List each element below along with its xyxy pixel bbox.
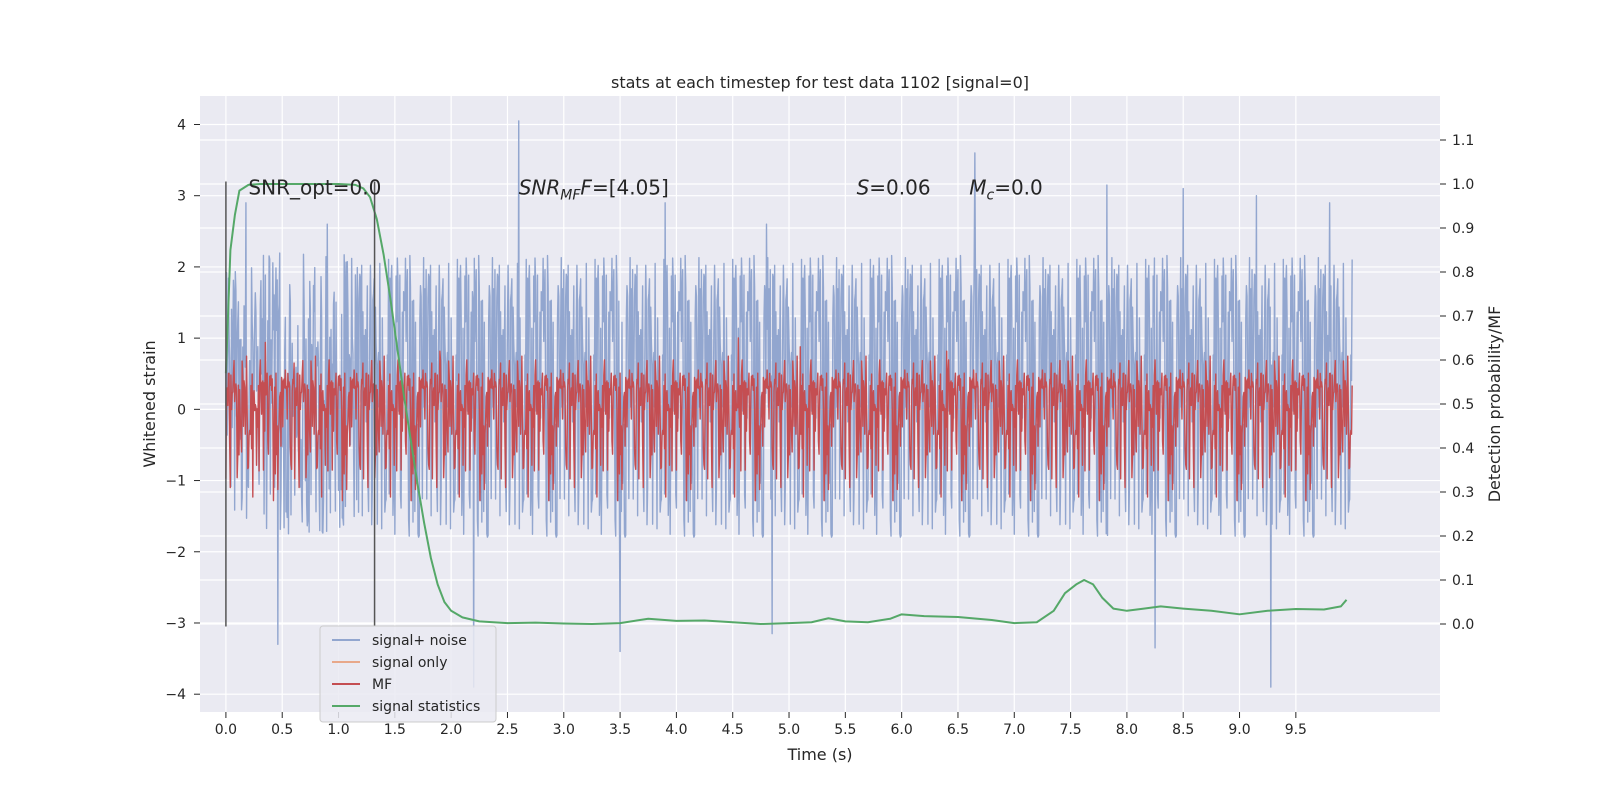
x-tick-label: 8.5: [1172, 722, 1194, 738]
x-axis-label: Time (s): [786, 745, 852, 764]
y-right-tick-label: 0.3: [1452, 485, 1474, 501]
x-tick-label: 2.5: [496, 722, 518, 738]
y-right-tick-label: 0.8: [1452, 265, 1474, 281]
annotation-part: S: [857, 176, 870, 200]
legend: signal+ noise signal only MF signal statist…: [319, 625, 497, 723]
y-right-tick-label: 0.2: [1452, 529, 1474, 545]
series-signal-statistics: [224, 183, 1348, 625]
y-right-tick-label: 0.4: [1452, 441, 1474, 457]
y-left-axis-ticks: 4 3 2 1 0 −1 −2 −3 −4: [165, 117, 200, 703]
annotation-part: F: [580, 176, 592, 200]
annotation-1: SNRMFF=[4.05]: [519, 176, 669, 204]
annotation-part: MF: [560, 188, 581, 204]
y-left-tick-label: 1: [177, 331, 186, 347]
x-tick-label: 1.5: [384, 722, 406, 738]
annotation-part: M: [969, 176, 986, 200]
chart-title: stats at each timestep for test data 110…: [611, 73, 1029, 92]
legend-label: MF: [372, 677, 392, 693]
series-line-mf: [225, 337, 1353, 502]
y-left-tick-label: −2: [165, 545, 186, 561]
annotation-part: SNR: [519, 176, 561, 200]
y-right-axis-label: Detection probability/MF: [1485, 306, 1504, 503]
y-right-tick-label: 0.1: [1452, 573, 1474, 589]
y-left-tick-label: −3: [165, 616, 186, 632]
x-tick-label: 9.0: [1228, 722, 1250, 738]
y-left-axis-label: Whitened strain: [140, 340, 159, 467]
y-left-tick-label: −1: [165, 474, 186, 490]
x-tick-label: 4.5: [722, 722, 744, 738]
series-line-signal-statistics: [224, 183, 1348, 625]
y-left-tick-label: 0: [177, 402, 186, 418]
x-axis-ticks: 0.0 0.5 1.0 1.5 2.0 2.5 3.0 3.5 4.0 4.5 5.0 5.5 6.0 6…: [215, 712, 1307, 738]
x-tick-label: 8.0: [1116, 722, 1138, 738]
legend-label: signal only: [372, 655, 447, 671]
legend-box: [319, 625, 497, 723]
annotation-part: =[4.05]: [592, 176, 669, 200]
x-tick-label: 7.0: [1003, 722, 1025, 738]
y-left-tick-label: 3: [177, 189, 186, 205]
series-mf: [225, 337, 1353, 502]
x-tick-label: 6.5: [947, 722, 969, 738]
x-tick-label: 3.0: [553, 722, 575, 738]
y-right-tick-label: 0.6: [1452, 353, 1474, 369]
y-right-tick-label: 0.0: [1452, 617, 1474, 633]
x-tick-label: 6.0: [891, 722, 913, 738]
x-tick-label: 5.5: [834, 722, 856, 738]
y-right-axis-ticks: 1.1 1.0 0.9 0.8 0.7 0.6 0.5 0.4 0.3 0.2 0.1 0.0: [1440, 133, 1474, 633]
x-tick-label: 4.0: [665, 722, 687, 738]
y-right-tick-label: 0.5: [1452, 397, 1474, 413]
x-tick-label: 3.5: [609, 722, 631, 738]
annotations: SNR_opt=0.0 SNRMFF=[4.05] S=0.06 Mc=0.0: [248, 176, 1042, 204]
x-tick-label: 5.0: [778, 722, 800, 738]
x-tick-label: 9.5: [1285, 722, 1307, 738]
y-left-tick-label: 4: [177, 117, 186, 133]
x-tick-label: 1.0: [327, 722, 349, 738]
y-left-tick-label: 2: [177, 260, 186, 276]
y-left-tick-label: −4: [165, 687, 186, 703]
x-tick-label: 7.5: [1059, 722, 1081, 738]
x-tick-label: 2.0: [440, 722, 462, 738]
annotation-part: =0.06: [869, 176, 930, 200]
annotation-part: =0.0: [994, 176, 1043, 200]
annotation-0: SNR_opt=0.0: [248, 176, 381, 200]
legend-label: signal statistics: [372, 699, 480, 715]
annotation-2: S=0.06: [857, 176, 931, 200]
annotation-part: c: [986, 188, 994, 204]
y-right-tick-label: 0.7: [1452, 309, 1474, 325]
x-tick-label: 0.0: [215, 722, 237, 738]
annotation-3: Mc=0.0: [969, 176, 1043, 204]
series-line-signal-noise: [225, 120, 1353, 688]
y-right-tick-label: 1.1: [1452, 133, 1474, 149]
y-right-tick-label: 0.9: [1452, 221, 1474, 237]
legend-label: signal+ noise: [372, 633, 467, 649]
x-tick-label: 0.5: [271, 722, 293, 738]
y-right-tick-label: 1.0: [1452, 177, 1474, 193]
vertical-lines: [225, 181, 376, 627]
